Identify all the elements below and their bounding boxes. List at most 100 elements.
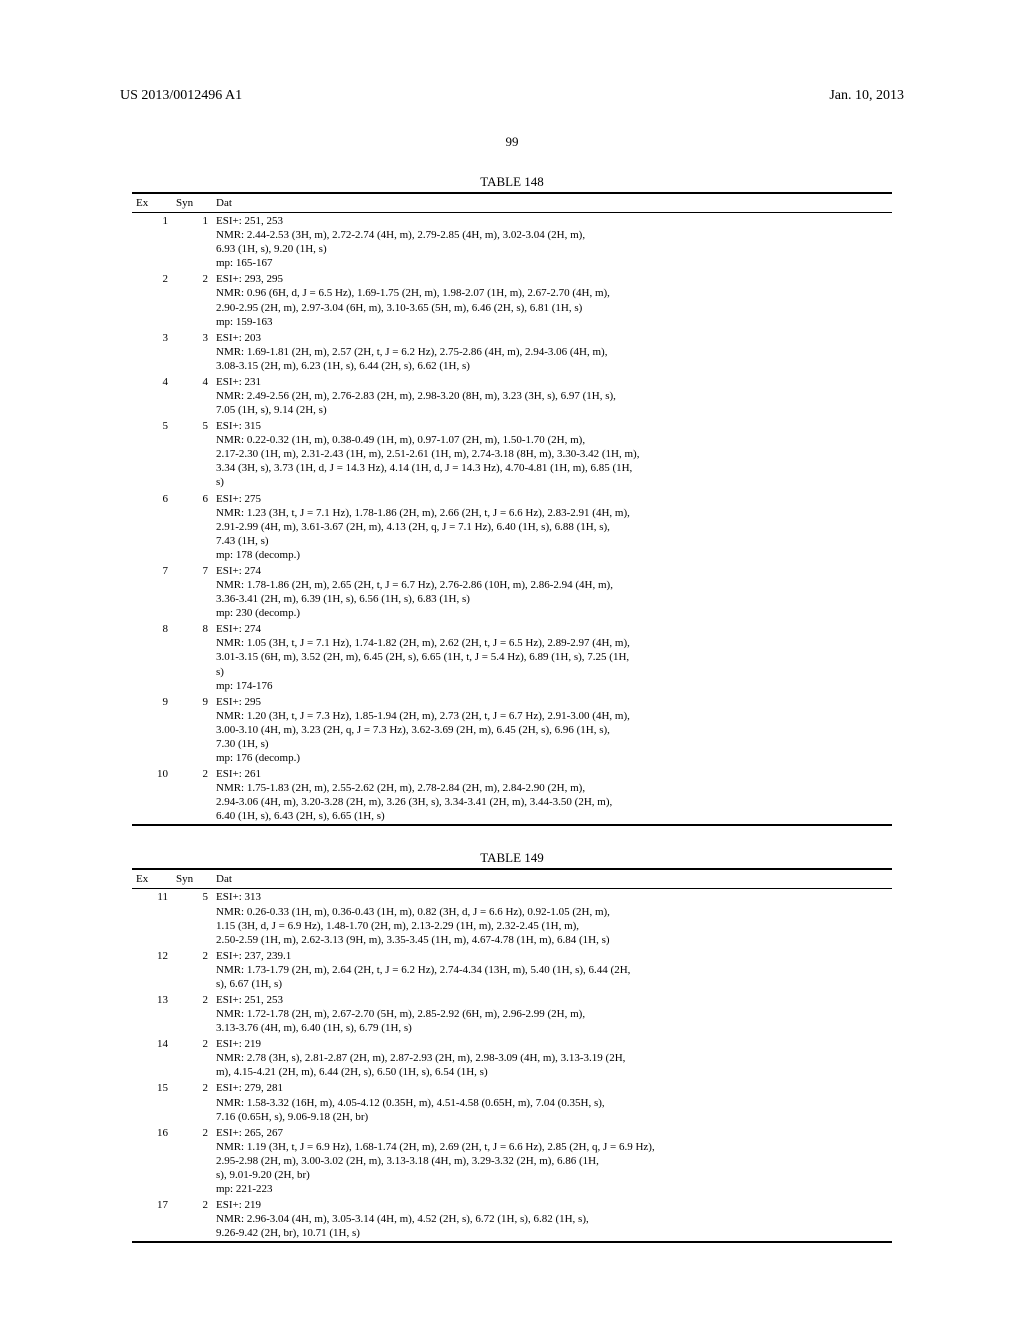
dat-line: 6.40 (1H, s), 6.43 (2H, s), 6.65 (1H, s)	[216, 809, 888, 823]
cell-ex: 6	[132, 491, 172, 563]
dat-line: NMR: 0.22-0.32 (1H, m), 0.38-0.49 (1H, m…	[216, 433, 888, 447]
dat-line: 2.90-2.95 (2H, m), 2.97-3.04 (6H, m), 3.…	[216, 301, 888, 315]
dat-line: 3.08-3.15 (2H, m), 6.23 (1H, s), 6.44 (2…	[216, 359, 888, 373]
dat-line: 7.16 (0.65H, s), 9.06-9.18 (2H, br)	[216, 1110, 888, 1124]
column-header: Ex	[132, 870, 172, 889]
dat-line: mp: 176 (decomp.)	[216, 751, 888, 765]
cell-dat: ESI+: 274NMR: 1.05 (3H, t, J = 7.1 Hz), …	[212, 621, 892, 693]
cell-ex: 5	[132, 418, 172, 490]
dat-line: NMR: 1.72-1.78 (2H, m), 2.67-2.70 (5H, m…	[216, 1007, 888, 1021]
dat-line: 7.05 (1H, s), 9.14 (2H, s)	[216, 403, 888, 417]
column-header: Syn	[172, 870, 212, 889]
cell-ex: 11	[132, 889, 172, 948]
cell-syn: 8	[172, 621, 212, 693]
dat-line: ESI+: 265, 267	[216, 1126, 888, 1140]
cell-dat: ESI+: 237, 239.1NMR: 1.73-1.79 (2H, m), …	[212, 948, 892, 992]
table-row: 11ESI+: 251, 253NMR: 2.44-2.53 (3H, m), …	[132, 213, 892, 272]
cell-ex: 12	[132, 948, 172, 992]
dat-line: NMR: 2.44-2.53 (3H, m), 2.72-2.74 (4H, m…	[216, 228, 888, 242]
dat-line: NMR: 0.26-0.33 (1H, m), 0.36-0.43 (1H, m…	[216, 905, 888, 919]
table-row: 102ESI+: 261NMR: 1.75-1.83 (2H, m), 2.55…	[132, 766, 892, 825]
table-row: 115ESI+: 313NMR: 0.26-0.33 (1H, m), 0.36…	[132, 889, 892, 948]
table-row: 152ESI+: 279, 281NMR: 1.58-3.32 (16H, m)…	[132, 1080, 892, 1124]
cell-dat: ESI+: 251, 253NMR: 2.44-2.53 (3H, m), 2.…	[212, 213, 892, 272]
table-title: TABLE 148	[132, 174, 892, 190]
cell-syn: 2	[172, 1125, 212, 1197]
cell-dat: ESI+: 315NMR: 0.22-0.32 (1H, m), 0.38-0.…	[212, 418, 892, 490]
dat-line: ESI+: 219	[216, 1198, 888, 1212]
dat-line: NMR: 2.49-2.56 (2H, m), 2.76-2.83 (2H, m…	[216, 389, 888, 403]
dat-line: s), 6.67 (1H, s)	[216, 977, 888, 991]
cell-ex: 16	[132, 1125, 172, 1197]
dat-line: mp: 221-223	[216, 1182, 888, 1196]
cell-dat: ESI+: 313NMR: 0.26-0.33 (1H, m), 0.36-0.…	[212, 889, 892, 948]
cell-dat: ESI+: 293, 295NMR: 0.96 (6H, d, J = 6.5 …	[212, 271, 892, 329]
dat-line: NMR: 1.69-1.81 (2H, m), 2.57 (2H, t, J =…	[216, 345, 888, 359]
dat-line: ESI+: 219	[216, 1037, 888, 1051]
cell-ex: 13	[132, 992, 172, 1036]
table-block: TABLE 148ExSynDat11ESI+: 251, 253NMR: 2.…	[132, 174, 892, 826]
table-row: 132ESI+: 251, 253NMR: 1.72-1.78 (2H, m),…	[132, 992, 892, 1036]
table-title: TABLE 149	[132, 850, 892, 866]
dat-line: ESI+: 251, 253	[216, 993, 888, 1007]
dat-line: NMR: 1.73-1.79 (2H, m), 2.64 (2H, t, J =…	[216, 963, 888, 977]
table-row: 99ESI+: 295NMR: 1.20 (3H, t, J = 7.3 Hz)…	[132, 694, 892, 766]
cell-ex: 9	[132, 694, 172, 766]
table-row: 22ESI+: 293, 295NMR: 0.96 (6H, d, J = 6.…	[132, 271, 892, 329]
cell-syn: 7	[172, 563, 212, 621]
cell-syn: 2	[172, 992, 212, 1036]
dat-line: NMR: 1.19 (3H, t, J = 6.9 Hz), 1.68-1.74…	[216, 1140, 888, 1154]
dat-line: ESI+: 231	[216, 375, 888, 389]
cell-ex: 4	[132, 374, 172, 418]
table-row: 88ESI+: 274NMR: 1.05 (3H, t, J = 7.1 Hz)…	[132, 621, 892, 693]
dat-line: NMR: 1.05 (3H, t, J = 7.1 Hz), 1.74-1.82…	[216, 636, 888, 650]
cell-dat: ESI+: 265, 267NMR: 1.19 (3H, t, J = 6.9 …	[212, 1125, 892, 1197]
table-row: 122ESI+: 237, 239.1NMR: 1.73-1.79 (2H, m…	[132, 948, 892, 992]
column-header: Dat	[212, 870, 892, 889]
column-header: Dat	[212, 194, 892, 213]
column-header: Syn	[172, 194, 212, 213]
dat-line: m), 4.15-4.21 (2H, m), 6.44 (2H, s), 6.5…	[216, 1065, 888, 1079]
cell-dat: ESI+: 203NMR: 1.69-1.81 (2H, m), 2.57 (2…	[212, 330, 892, 374]
dat-line: NMR: 1.23 (3H, t, J = 7.1 Hz), 1.78-1.86…	[216, 506, 888, 520]
cell-syn: 3	[172, 330, 212, 374]
dat-line: mp: 178 (decomp.)	[216, 548, 888, 562]
dat-line: 2.94-3.06 (4H, m), 3.20-3.28 (2H, m), 3.…	[216, 795, 888, 809]
cell-syn: 2	[172, 1036, 212, 1080]
cell-syn: 5	[172, 889, 212, 948]
page: US 2013/0012496 A1 Jan. 10, 2013 99 TABL…	[0, 0, 1024, 1320]
dat-line: mp: 230 (decomp.)	[216, 606, 888, 620]
column-header: Ex	[132, 194, 172, 213]
cell-dat: ESI+: 295NMR: 1.20 (3H, t, J = 7.3 Hz), …	[212, 694, 892, 766]
dat-line: ESI+: 274	[216, 622, 888, 636]
dat-line: 7.43 (1H, s)	[216, 534, 888, 548]
cell-ex: 14	[132, 1036, 172, 1080]
cell-syn: 2	[172, 766, 212, 825]
data-table: ExSynDat115ESI+: 313NMR: 0.26-0.33 (1H, …	[132, 868, 892, 1243]
dat-line: NMR: 1.58-3.32 (16H, m), 4.05-4.12 (0.35…	[216, 1096, 888, 1110]
dat-line: ESI+: 279, 281	[216, 1081, 888, 1095]
dat-line: 7.30 (1H, s)	[216, 737, 888, 751]
publication-date: Jan. 10, 2013	[829, 88, 904, 104]
dat-line: 3.36-3.41 (2H, m), 6.39 (1H, s), 6.56 (1…	[216, 592, 888, 606]
dat-line: ESI+: 275	[216, 492, 888, 506]
dat-line: mp: 165-167	[216, 256, 888, 270]
cell-dat: ESI+: 251, 253NMR: 1.72-1.78 (2H, m), 2.…	[212, 992, 892, 1036]
table-row: 77ESI+: 274NMR: 1.78-1.86 (2H, m), 2.65 …	[132, 563, 892, 621]
dat-line: ESI+: 203	[216, 331, 888, 345]
dat-line: ESI+: 313	[216, 890, 888, 904]
cell-dat: ESI+: 275NMR: 1.23 (3H, t, J = 7.1 Hz), …	[212, 491, 892, 563]
dat-line: 2.95-2.98 (2H, m), 3.00-3.02 (2H, m), 3.…	[216, 1154, 888, 1168]
cell-syn: 2	[172, 1197, 212, 1242]
cell-dat: ESI+: 274NMR: 1.78-1.86 (2H, m), 2.65 (2…	[212, 563, 892, 621]
dat-line: NMR: 1.75-1.83 (2H, m), 2.55-2.62 (2H, m…	[216, 781, 888, 795]
data-table: ExSynDat11ESI+: 251, 253NMR: 2.44-2.53 (…	[132, 192, 892, 826]
cell-dat: ESI+: 279, 281NMR: 1.58-3.32 (16H, m), 4…	[212, 1080, 892, 1124]
table-row: 44ESI+: 231NMR: 2.49-2.56 (2H, m), 2.76-…	[132, 374, 892, 418]
cell-syn: 2	[172, 948, 212, 992]
table-row: 55ESI+: 315NMR: 0.22-0.32 (1H, m), 0.38-…	[132, 418, 892, 490]
dat-line: 2.91-2.99 (4H, m), 3.61-3.67 (2H, m), 4.…	[216, 520, 888, 534]
cell-ex: 1	[132, 213, 172, 272]
dat-line: 3.13-3.76 (4H, m), 6.40 (1H, s), 6.79 (1…	[216, 1021, 888, 1035]
dat-line: ESI+: 251, 253	[216, 214, 888, 228]
